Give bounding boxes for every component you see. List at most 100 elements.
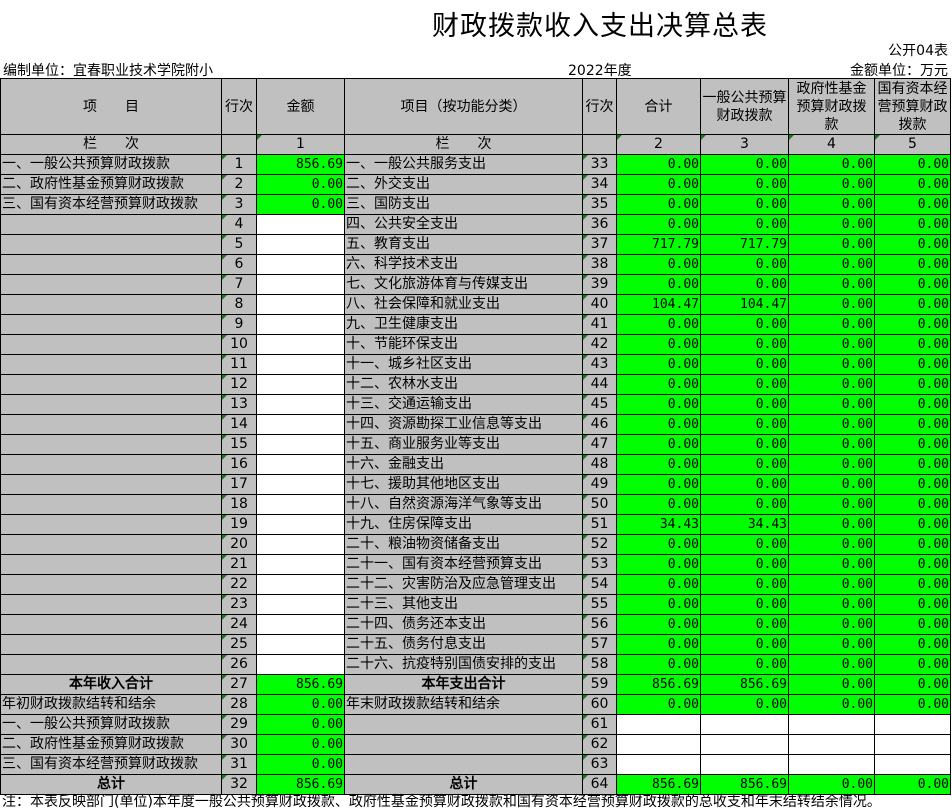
expenditure-amount: 0.00 bbox=[788, 294, 875, 315]
income-line-number: 17 bbox=[221, 474, 257, 495]
table-row: 20 二十、粮油物资储备支出 52 0.00 0.00 0.00 0.00 bbox=[0, 534, 951, 555]
income-item-label bbox=[0, 394, 222, 415]
income-amount bbox=[256, 494, 345, 515]
expenditure-amount: 0.00 bbox=[874, 314, 951, 335]
expenditure-line-number: 35 bbox=[582, 194, 617, 215]
table-row: 二、政府性基金预算财政拨款 2 0.00 二、外交支出 34 0.00 0.00 0.00 0.… bbox=[0, 174, 951, 195]
expenditure-amount: 0.00 bbox=[616, 174, 701, 195]
expenditure-line-number: 49 bbox=[582, 474, 617, 495]
expenditure-amount: 0.00 bbox=[700, 614, 789, 635]
income-line-number: 29 bbox=[221, 714, 257, 735]
expenditure-amount: 0.00 bbox=[788, 354, 875, 375]
income-amount bbox=[256, 654, 345, 675]
expenditure-amount bbox=[874, 754, 951, 775]
income-amount bbox=[256, 254, 345, 275]
table-row: 24 二十四、债务还本支出 56 0.00 0.00 0.00 0.00 bbox=[0, 614, 951, 635]
column-header: 一般公共预算财政拨款 bbox=[700, 78, 789, 135]
expenditure-amount bbox=[788, 714, 875, 735]
expenditure-amount: 0.00 bbox=[616, 474, 701, 495]
expenditure-item-label: 十四、资源勘探工业信息等支出 bbox=[344, 414, 583, 435]
expenditure-amount: 0.00 bbox=[616, 214, 701, 235]
income-item-label bbox=[0, 514, 222, 535]
expenditure-amount: 0.00 bbox=[616, 654, 701, 675]
expenditure-amount: 856.69 bbox=[616, 674, 701, 695]
column-header: 国有资本经营预算财政拨款 bbox=[874, 78, 951, 135]
expenditure-amount: 34.43 bbox=[700, 514, 789, 535]
expenditure-amount: 0.00 bbox=[874, 594, 951, 615]
expenditure-amount: 856.69 bbox=[700, 774, 789, 795]
expenditure-amount: 856.69 bbox=[700, 674, 789, 695]
expenditure-item-label: 二、外交支出 bbox=[344, 174, 583, 195]
currency-unit: 金额单位：万元 bbox=[850, 63, 948, 79]
expenditure-item-label: 二十一、国有资本经营预算支出 bbox=[344, 554, 583, 575]
expenditure-line-number: 36 bbox=[582, 214, 617, 235]
column-number: 栏 次 bbox=[344, 134, 583, 155]
page-title: 财政拨款收入支出决算总表 bbox=[432, 11, 768, 42]
table-row: 4 四、公共安全支出 36 0.00 0.00 0.00 0.00 bbox=[0, 214, 951, 235]
table-row: 一、一般公共预算财政拨款 1 856.69 一、一般公共服务支出 33 0.00 0.00 0… bbox=[0, 154, 951, 175]
income-item-label bbox=[0, 574, 222, 595]
income-amount bbox=[256, 474, 345, 495]
income-line-number: 26 bbox=[221, 654, 257, 675]
table-row: 12 十二、农林水支出 44 0.00 0.00 0.00 0.00 bbox=[0, 374, 951, 395]
income-line-number: 19 bbox=[221, 514, 257, 535]
expenditure-amount: 717.79 bbox=[700, 234, 789, 255]
expenditure-amount: 0.00 bbox=[700, 354, 789, 375]
expenditure-amount: 0.00 bbox=[874, 514, 951, 535]
form-number: 公开04表 bbox=[888, 43, 948, 59]
income-amount: 0.00 bbox=[256, 754, 345, 775]
income-item-label: 总计 bbox=[0, 774, 222, 795]
expenditure-amount: 0.00 bbox=[616, 694, 701, 715]
expenditure-amount: 0.00 bbox=[874, 634, 951, 655]
footnote: 注：本表反映部门(单位)本年度一般公共预算财政拨款、政府性基金预算财政拨款和国有… bbox=[2, 794, 881, 810]
expenditure-line-number: 38 bbox=[582, 254, 617, 275]
expenditure-amount: 0.00 bbox=[700, 394, 789, 415]
expenditure-amount bbox=[788, 754, 875, 775]
expenditure-item-label: 十一、城乡社区支出 bbox=[344, 354, 583, 375]
income-line-number: 1 bbox=[221, 154, 257, 175]
income-line-number: 30 bbox=[221, 734, 257, 755]
table-row: 21 二十一、国有资本经营预算支出 53 0.00 0.00 0.00 0.00 bbox=[0, 554, 951, 575]
expenditure-amount: 0.00 bbox=[788, 534, 875, 555]
table-row: 14 十四、资源勘探工业信息等支出 46 0.00 0.00 0.00 0.00 bbox=[0, 414, 951, 435]
expenditure-amount: 0.00 bbox=[874, 774, 951, 795]
income-amount bbox=[256, 414, 345, 435]
expenditure-amount: 0.00 bbox=[700, 214, 789, 235]
table-row: 16 十六、金融支出 48 0.00 0.00 0.00 0.00 bbox=[0, 454, 951, 475]
income-item-label bbox=[0, 534, 222, 555]
expenditure-item-label: 四、公共安全支出 bbox=[344, 214, 583, 235]
income-item-label bbox=[0, 314, 222, 335]
expenditure-item-label bbox=[344, 714, 583, 735]
expenditure-amount: 0.00 bbox=[700, 474, 789, 495]
expenditure-amount: 0.00 bbox=[788, 374, 875, 395]
expenditure-line-number: 47 bbox=[582, 434, 617, 455]
expenditure-amount: 0.00 bbox=[700, 694, 789, 715]
expenditure-item-label: 本年支出合计 bbox=[344, 674, 583, 695]
income-amount: 856.69 bbox=[256, 154, 345, 175]
expenditure-amount: 0.00 bbox=[874, 294, 951, 315]
expenditure-line-number: 59 bbox=[582, 674, 617, 695]
expenditure-amount: 0.00 bbox=[616, 574, 701, 595]
expenditure-amount: 0.00 bbox=[616, 274, 701, 295]
expenditure-item-label: 二十、粮油物资储备支出 bbox=[344, 534, 583, 555]
expenditure-item-label: 一、一般公共服务支出 bbox=[344, 154, 583, 175]
expenditure-line-number: 55 bbox=[582, 594, 617, 615]
expenditure-line-number: 52 bbox=[582, 534, 617, 555]
expenditure-amount: 0.00 bbox=[700, 174, 789, 195]
income-amount bbox=[256, 274, 345, 295]
expenditure-amount: 856.69 bbox=[616, 774, 701, 795]
income-item-label bbox=[0, 454, 222, 475]
expenditure-amount: 0.00 bbox=[788, 274, 875, 295]
income-amount: 0.00 bbox=[256, 734, 345, 755]
table-row: 23 二十三、其他支出 55 0.00 0.00 0.00 0.00 bbox=[0, 594, 951, 615]
expenditure-amount: 0.00 bbox=[700, 654, 789, 675]
table-row: 年初财政拨款结转和结余 28 0.00 年末财政拨款结转和结余 60 0.00 0.00 0.… bbox=[0, 694, 951, 715]
expenditure-amount: 0.00 bbox=[700, 254, 789, 275]
income-item-label bbox=[0, 634, 222, 655]
expenditure-amount: 104.47 bbox=[700, 294, 789, 315]
income-line-number: 10 bbox=[221, 334, 257, 355]
income-amount bbox=[256, 614, 345, 635]
expenditure-amount: 0.00 bbox=[616, 374, 701, 395]
income-item-label bbox=[0, 554, 222, 575]
income-line-number: 7 bbox=[221, 274, 257, 295]
